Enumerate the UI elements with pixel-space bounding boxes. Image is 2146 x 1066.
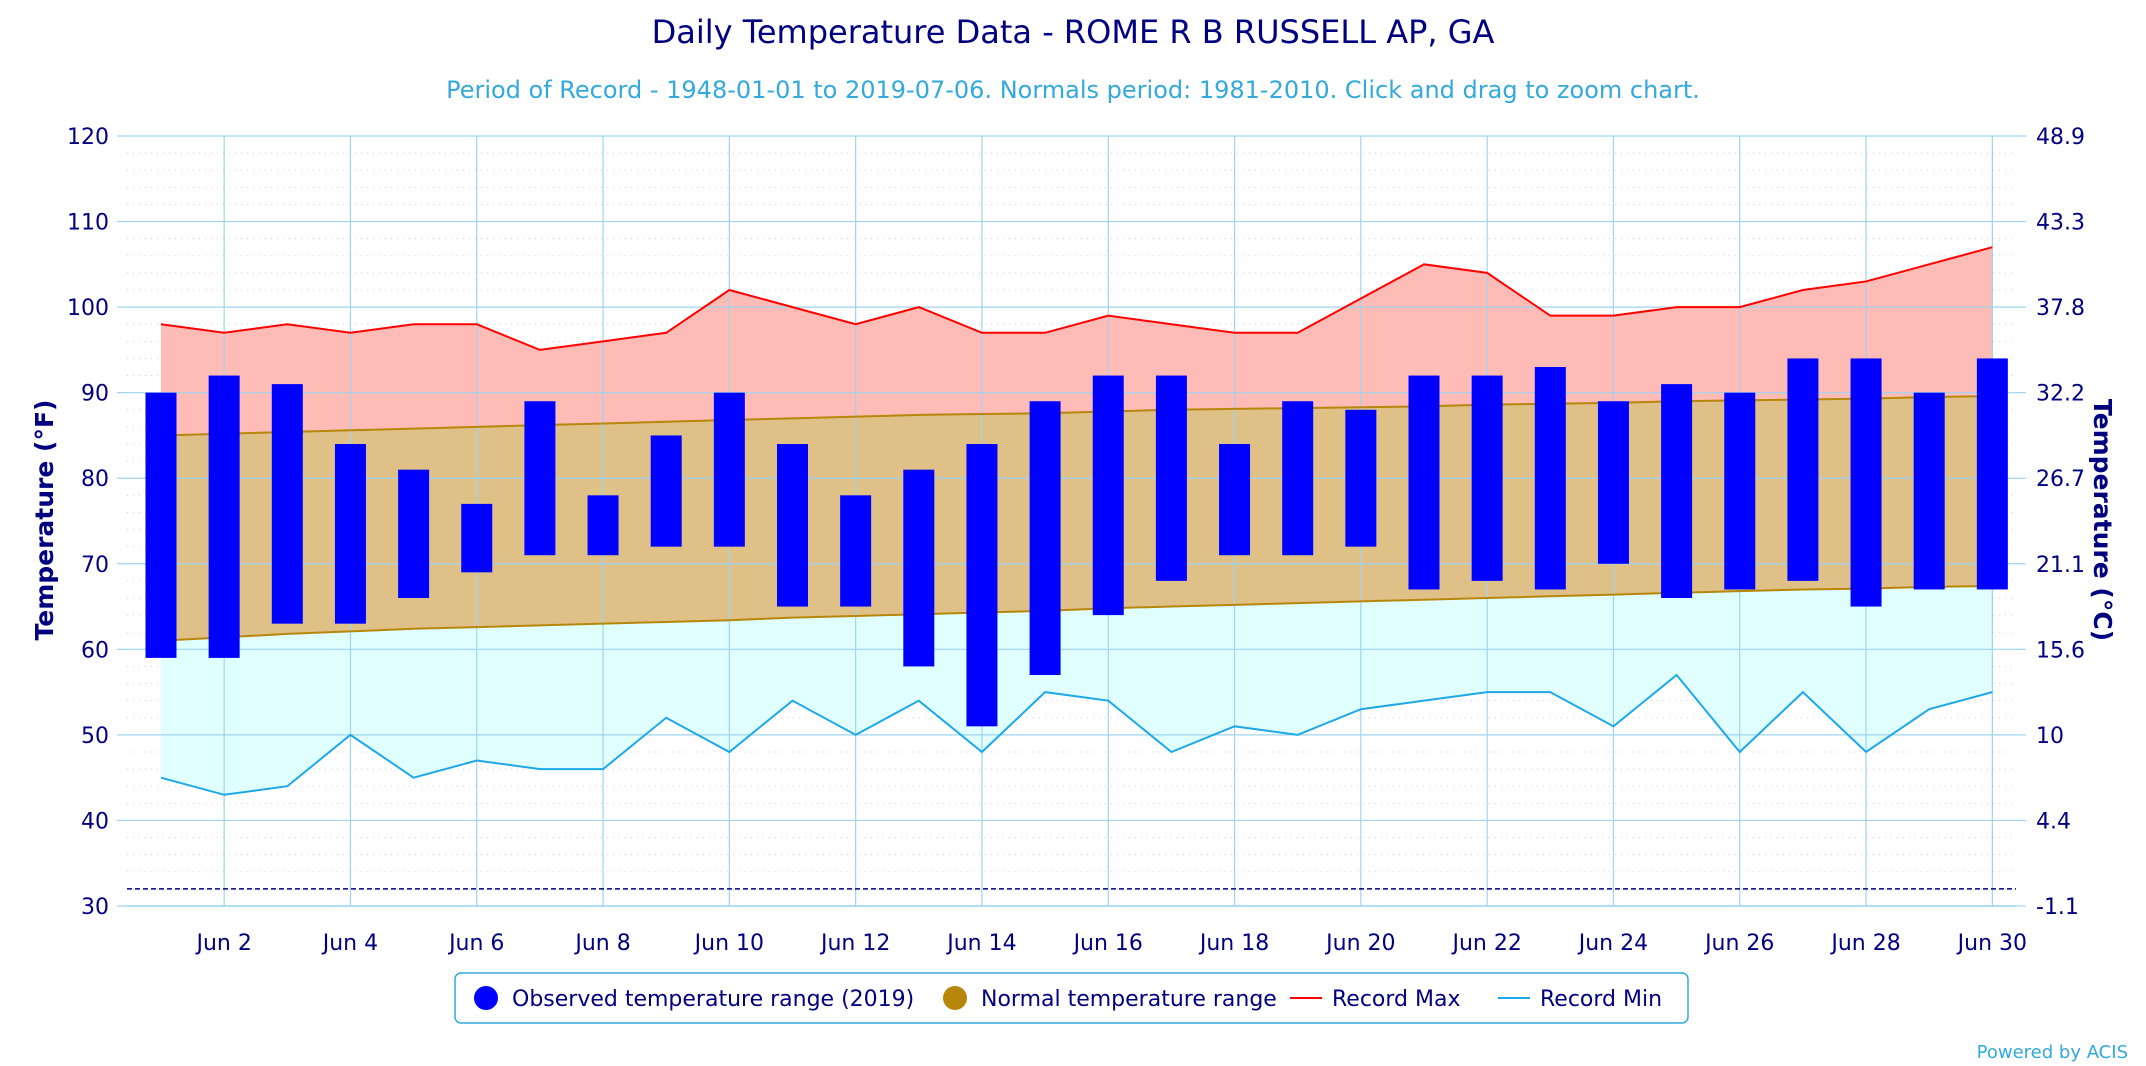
y-tick-label-right: 21.1 <box>2036 553 2085 578</box>
x-tick-label: Jun 6 <box>447 931 504 956</box>
observed-bar[interactable] <box>208 375 240 658</box>
y-tick-label-left: 110 <box>67 211 109 236</box>
observed-bar[interactable] <box>271 384 303 624</box>
observed-bar[interactable] <box>145 392 177 658</box>
y-tick-label-right: 37.8 <box>2036 296 2085 321</box>
x-tick-label: Jun 10 <box>693 931 764 956</box>
legend[interactable]: Observed temperature range (2019) Normal … <box>454 972 1689 1024</box>
legend-item[interactable]: Observed temperature range (2019) <box>474 986 914 1012</box>
legend-label: Normal temperature range <box>981 987 1277 1012</box>
chart-title: Daily Temperature Data - ROME R B RUSSEL… <box>652 13 1495 51</box>
observed-bar[interactable] <box>903 469 935 667</box>
observed-bar[interactable] <box>1787 358 1819 581</box>
legend-label: Observed temperature range (2019) <box>512 987 914 1012</box>
observed-bar[interactable] <box>524 401 556 556</box>
legend-label: Record Max <box>1332 987 1461 1012</box>
observed-bar[interactable] <box>840 495 872 607</box>
x-tick-label: Jun 22 <box>1450 931 1521 956</box>
x-tick-label: Jun 26 <box>1703 931 1774 956</box>
observed-bar[interactable] <box>966 444 998 727</box>
y-tick-label-right: 43.3 <box>2036 211 2085 236</box>
y-tick-label-left: 40 <box>81 809 109 834</box>
observed-bar[interactable] <box>1661 384 1693 598</box>
observed-bar[interactable] <box>1534 367 1566 590</box>
x-tick-label: Jun 12 <box>819 931 890 956</box>
legend-item[interactable]: Record Min <box>1498 987 1662 1012</box>
x-tick-label: Jun 2 <box>194 931 251 956</box>
observed-bar[interactable] <box>777 444 808 607</box>
legend-box <box>454 972 1689 1024</box>
observed-bar[interactable] <box>1408 375 1440 590</box>
y-tick-label-right: 15.6 <box>2036 638 2085 663</box>
y-axis-title-right: Temperature (°C) <box>2088 399 2117 641</box>
x-tick-label: Jun 28 <box>1829 931 1900 956</box>
observed-bar[interactable] <box>1724 392 1756 590</box>
y-tick-label-left: 60 <box>81 638 109 663</box>
record-max-band <box>161 247 1993 436</box>
legend-item[interactable]: Normal temperature range <box>943 986 1277 1012</box>
y-tick-label-left: 50 <box>81 724 109 749</box>
legend-marker <box>474 986 498 1010</box>
observed-bar[interactable] <box>1155 375 1187 581</box>
x-tick-label: Jun 14 <box>945 931 1016 956</box>
legend-marker <box>943 986 967 1010</box>
legend-item[interactable]: Record Max <box>1290 987 1461 1012</box>
observed-bar[interactable] <box>1092 375 1124 616</box>
x-tick-label: Jun 24 <box>1577 931 1648 956</box>
credit-link[interactable]: Powered by ACIS <box>1977 1042 2128 1063</box>
record-min-band <box>161 586 1993 795</box>
normal-range-band <box>161 396 1993 641</box>
observed-bar[interactable] <box>398 469 430 598</box>
y-tick-label-left: 80 <box>81 467 109 492</box>
x-tick-label: Jun 8 <box>573 931 630 956</box>
y-tick-label-left: 100 <box>67 296 109 321</box>
observed-bar[interactable] <box>334 444 366 624</box>
y-tick-label-left: 90 <box>81 382 109 407</box>
y-tick-label-right: 48.9 <box>2036 125 2085 150</box>
observed-bar[interactable] <box>1345 409 1377 547</box>
observed-bar[interactable] <box>1850 358 1882 607</box>
record-max-line <box>160 246 1993 351</box>
observed-bar[interactable] <box>1913 392 1945 590</box>
y-tick-label-right: -1.1 <box>2036 895 2079 920</box>
x-tick-label: Jun 20 <box>1324 931 1395 956</box>
observed-bar[interactable] <box>587 495 619 556</box>
x-tick-label: Jun 4 <box>321 931 378 956</box>
observed-bar[interactable] <box>713 392 745 547</box>
observed-bar[interactable] <box>1029 401 1061 675</box>
plot-area[interactable]: 30 -1.1 40 4.4 50 10 60 15.6 70 21.1 80 26.7 90 32.2 1… <box>67 125 2085 956</box>
y-tick-label-right: 10 <box>2036 724 2064 749</box>
observed-bar[interactable] <box>461 503 493 573</box>
x-tick-label: Jun 18 <box>1198 931 1269 956</box>
observed-bar[interactable] <box>650 435 682 547</box>
observed-bar[interactable] <box>1976 358 2008 590</box>
y-tick-label-left: 70 <box>81 553 109 578</box>
y-tick-label-left: 30 <box>81 895 109 920</box>
record-min-line <box>160 673 1993 796</box>
x-tick-label: Jun 16 <box>1072 931 1143 956</box>
x-tick-label: Jun 30 <box>1956 931 2027 956</box>
y-tick-label-right: 4.4 <box>2036 809 2071 834</box>
observed-bar[interactable] <box>1471 375 1503 581</box>
y-tick-label-right: 32.2 <box>2036 382 2085 407</box>
chart-subtitle: Period of Record - 1948-01-01 to 2019-07… <box>446 76 1700 104</box>
observed-bar[interactable] <box>1282 401 1314 556</box>
y-tick-label-right: 26.7 <box>2036 467 2085 492</box>
observed-bar[interactable] <box>1219 444 1251 556</box>
y-axis-title-left: Temperature (°F) <box>30 400 59 641</box>
y-tick-label-left: 120 <box>67 125 109 150</box>
legend-label: Record Min <box>1540 987 1662 1012</box>
observed-bar[interactable] <box>1597 401 1629 564</box>
